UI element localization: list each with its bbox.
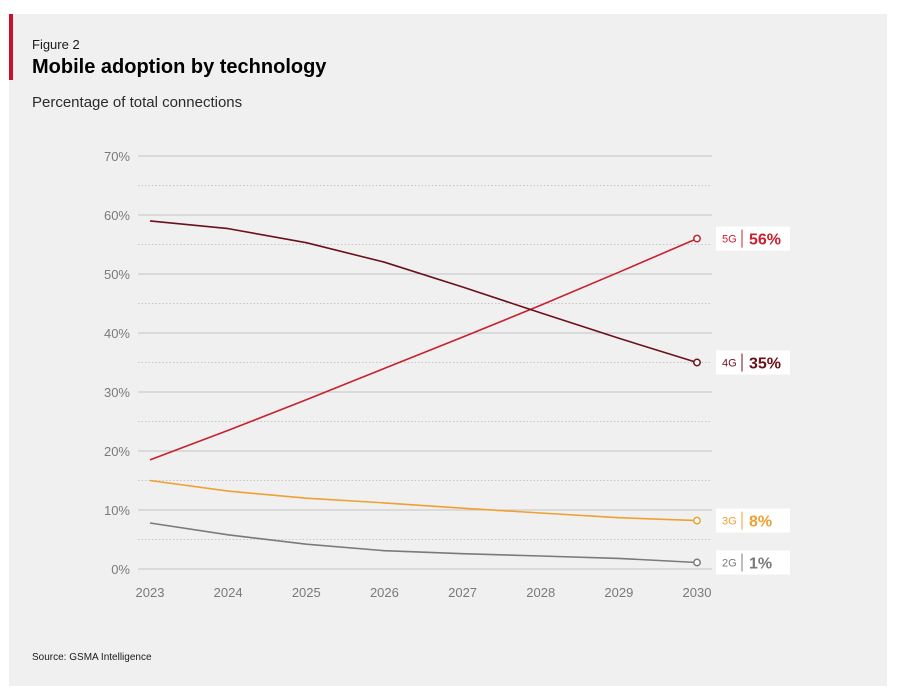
x-tick-label: 2028 — [526, 585, 555, 600]
end-label-value: 35% — [749, 356, 781, 373]
series-line-5g — [149, 237, 698, 461]
end-label-value: 56% — [749, 232, 781, 249]
x-tick-label: 2025 — [292, 585, 321, 600]
figure-label: Figure 2 — [32, 37, 80, 52]
end-labels: 5G 56% 4G 35% 3G 8% 2G 1% — [716, 226, 790, 575]
x-tick-label: 2024 — [214, 585, 243, 600]
y-tick-label: 40% — [104, 326, 130, 341]
series-line-4g — [149, 220, 698, 364]
series-line-3g — [149, 479, 698, 522]
x-tick-label: 2026 — [370, 585, 399, 600]
end-label-value: 1% — [749, 556, 772, 573]
end-label-series-name: 4G — [722, 358, 737, 370]
y-tick-label: 30% — [104, 385, 130, 400]
end-label-series-name: 3G — [722, 516, 737, 528]
y-tick-label: 70% — [104, 149, 130, 164]
end-label-5g: 5G 56% — [716, 226, 790, 251]
end-label-2g: 2G 1% — [716, 550, 790, 575]
end-label-box — [716, 508, 790, 533]
x-tick-label: 2023 — [136, 585, 165, 600]
end-label-box — [716, 350, 790, 375]
end-label-3g: 3G 8% — [716, 508, 790, 533]
end-label-box — [716, 226, 790, 251]
end-marker-3g — [693, 516, 701, 525]
chart-title: Mobile adoption by technology — [32, 56, 327, 78]
end-label-4g: 4G 35% — [716, 350, 790, 375]
y-tick-label: 50% — [104, 267, 130, 282]
accent-bar — [9, 14, 13, 80]
figure-panel: Figure 2 Mobile adoption by technology P… — [9, 14, 887, 686]
end-label-series-name: 5G — [722, 234, 737, 246]
end-label-value: 8% — [749, 514, 772, 531]
end-label-box — [716, 550, 790, 575]
x-tick-label: 2027 — [448, 585, 477, 600]
source-note: Source: GSMA Intelligence — [32, 652, 152, 663]
y-tick-label: 60% — [104, 208, 130, 223]
y-axis-ticks: 0% 10% 20% 30% 40% 50% 60% 70% — [104, 149, 130, 577]
x-tick-label: 2030 — [683, 585, 712, 600]
y-tick-label: 10% — [104, 503, 130, 518]
y-tick-label: 20% — [104, 444, 130, 459]
end-label-series-name: 2G — [722, 558, 737, 570]
y-tick-label: 0% — [111, 562, 130, 577]
series-lines — [149, 220, 701, 567]
chart-subtitle: Percentage of total connections — [32, 94, 243, 111]
end-marker-2g — [693, 558, 701, 567]
series-line-2g — [149, 522, 698, 564]
end-marker-5g — [693, 234, 701, 243]
grid-lines — [138, 155, 712, 570]
x-tick-label: 2029 — [604, 585, 633, 600]
end-marker-4g — [693, 358, 701, 367]
x-axis-ticks: 2023 2024 2025 2026 2027 2028 2029 2030 — [136, 585, 712, 600]
